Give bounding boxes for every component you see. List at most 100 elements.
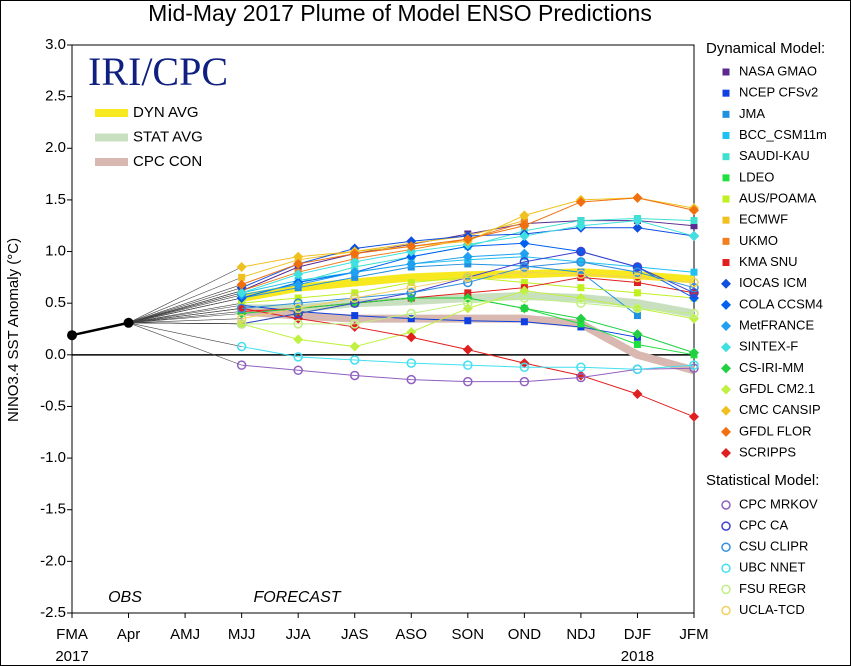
logo: IRI/CPC (88, 49, 228, 94)
data-point (575, 220, 586, 231)
y-tick-label: -1.5 (40, 501, 66, 518)
data-point (689, 288, 699, 298)
data-point (293, 251, 304, 262)
chart-title: Mid-May 2017 Plume of Model ENSO Predict… (148, 0, 652, 26)
data-point (464, 317, 472, 325)
legend-label: SCRIPPS (739, 444, 796, 459)
data-point (575, 313, 586, 324)
data-point (689, 347, 699, 358)
y-tick-label: 0.0 (45, 346, 66, 363)
legend-marker (722, 237, 730, 245)
data-point (462, 344, 473, 355)
data-point (632, 262, 643, 272)
y-tick-label: 3.0 (45, 36, 66, 53)
legend-label: SAUDI-KAU (739, 148, 810, 163)
data-point (349, 298, 360, 308)
legend-marker (721, 342, 731, 353)
connector (128, 322, 242, 347)
data-point (463, 360, 473, 370)
data-point (464, 289, 472, 297)
data-point (349, 267, 360, 278)
data-point (406, 282, 417, 293)
data-point (464, 260, 472, 268)
y-tick-label: -0.5 (40, 397, 66, 414)
y-tick-label: 1.5 (45, 191, 66, 208)
data-point (576, 246, 586, 257)
legend-label: COLA CCSM4 (739, 296, 823, 311)
legend-label: KMA SNU (739, 254, 798, 269)
series-line (241, 297, 695, 325)
data-point (632, 389, 643, 400)
data-point (293, 279, 304, 290)
legend-label: SINTEX-F (739, 339, 798, 354)
connector (128, 308, 242, 324)
data-point (519, 262, 530, 272)
data-point (519, 362, 530, 372)
x-tick-label: FMA (56, 626, 88, 643)
x-tick-label: JFM (679, 626, 708, 643)
connector (128, 277, 242, 324)
connector (128, 297, 242, 324)
data-point (407, 315, 415, 323)
x-tick-label: DJF (624, 626, 652, 643)
data-point (519, 231, 530, 242)
data-point (349, 293, 360, 303)
y-tick-label: 1.0 (45, 243, 66, 260)
series-line (241, 261, 695, 309)
legend-marker (722, 195, 730, 203)
legend-label: NCEP CFSv2 (739, 85, 818, 100)
data-point (349, 256, 360, 267)
y-tick-label: -1.0 (40, 449, 66, 466)
connector (128, 304, 242, 324)
data-point (238, 273, 246, 281)
y-tick-label: -2.0 (40, 552, 66, 569)
connector (128, 287, 242, 324)
data-point (689, 231, 699, 242)
connector (128, 322, 242, 325)
data-point (632, 364, 643, 375)
data-point (577, 273, 585, 281)
series-line (241, 220, 525, 278)
legend-marker (721, 605, 731, 616)
series-line (241, 364, 695, 383)
legend-marker (721, 405, 731, 416)
observed-point (123, 317, 134, 328)
x-tick-label: JAS (341, 626, 369, 643)
year-label: 2017 (55, 648, 88, 665)
series-line (241, 271, 695, 320)
data-point (577, 217, 585, 225)
data-point (632, 215, 643, 226)
connector (128, 292, 242, 324)
x-tick-label: JJA (286, 626, 311, 643)
data-point (689, 363, 699, 373)
year-label: 2018 (621, 648, 654, 665)
data-point (519, 285, 530, 296)
legend-label: DYN AVG (133, 104, 199, 121)
legend-marker (721, 563, 731, 574)
data-point (293, 365, 303, 376)
data-point (406, 288, 417, 298)
legend-marker (721, 426, 731, 437)
data-point (349, 319, 360, 329)
series-line (241, 346, 695, 370)
data-point (236, 287, 247, 298)
legend-marker (721, 321, 731, 332)
data-point (236, 303, 247, 314)
data-point (689, 277, 699, 288)
legend-label: CS-IRI-MM (739, 360, 804, 375)
data-point (577, 268, 585, 276)
x-tick-label: NDJ (566, 626, 595, 643)
connector (128, 302, 242, 324)
data-point (236, 262, 247, 273)
legend-marker (721, 500, 731, 510)
legend-label: GFDL CM2.1 (739, 381, 815, 396)
data-point (632, 303, 643, 314)
data-point (236, 313, 247, 324)
data-point (689, 360, 699, 370)
data-point (519, 220, 530, 231)
legend-marker (721, 448, 731, 459)
connector (128, 290, 242, 324)
legend-label: LDEO (739, 169, 774, 184)
